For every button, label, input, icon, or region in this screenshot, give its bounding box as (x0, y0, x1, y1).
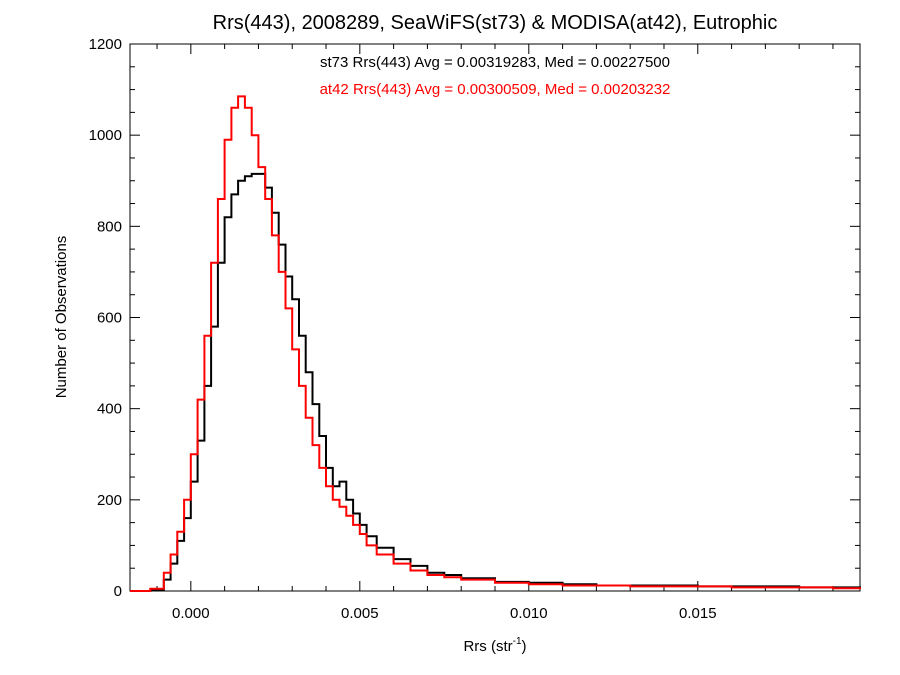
x-tick-label: 0.015 (679, 605, 717, 622)
series-line-0 (130, 172, 861, 592)
y-axis-ticks (130, 43, 860, 592)
plot-frame (129, 43, 861, 592)
x-axis-tick-labels: 0.000 0.005 0.010 0.015 (172, 605, 716, 622)
y-tick-label: 800 (97, 218, 122, 235)
y-axis-tick-labels: 0 200 400 600 800 1000 1200 (89, 36, 122, 600)
series-layer (130, 95, 861, 592)
y-tick-label: 400 (97, 401, 122, 418)
annotation-st73: st73 Rrs(443) Avg = 0.00319283, Med = 0.… (320, 54, 670, 71)
y-tick-label: 600 (97, 310, 122, 327)
y-axis-label: Number of Observations (53, 236, 70, 399)
x-tick-label: 0.010 (510, 605, 548, 622)
y-tick-label: 1200 (89, 36, 122, 53)
x-tick-label: 0.005 (341, 605, 379, 622)
y-tick-label: 1000 (89, 127, 122, 144)
y-tick-label: 0 (114, 583, 122, 600)
x-axis-label: Rrs (str-1) (463, 636, 526, 655)
chart-title: Rrs(443), 2008289, SeaWiFS(st73) & MODIS… (213, 12, 778, 34)
y-tick-label: 200 (97, 492, 122, 509)
series-line-1 (130, 95, 861, 592)
annotation-at42: at42 Rrs(443) Avg = 0.00300509, Med = 0.… (320, 81, 671, 98)
x-axis-ticks (156, 44, 834, 591)
x-tick-label: 0.000 (172, 605, 210, 622)
